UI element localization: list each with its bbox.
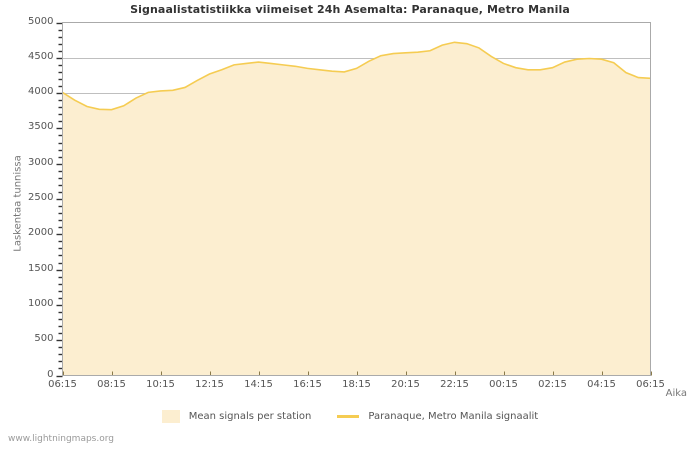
- series-group: [62, 41, 651, 376]
- x-tick-label: 12:15: [195, 378, 224, 390]
- y-tick-label: 2500: [28, 192, 54, 203]
- y-tick-label: 3500: [28, 121, 54, 133]
- x-tick-label: 20:15: [391, 378, 420, 390]
- y-tick-label: 5000: [28, 15, 54, 27]
- chart-legend: Mean signals per station Paranaque, Metr…: [0, 410, 700, 423]
- x-tick-label: 22:15: [440, 378, 469, 390]
- footer-url: www.lightningmaps.org: [8, 434, 114, 444]
- y-tick-label: 500: [34, 333, 54, 345]
- x-tick-label: 18:15: [342, 378, 371, 390]
- x-tick-label: 02:15: [538, 378, 567, 390]
- legend-item-station-signals[interactable]: Paranaque, Metro Manila signaalit: [337, 411, 538, 422]
- line-swatch-icon: [337, 415, 360, 418]
- x-tick-label: 04:15: [587, 378, 616, 390]
- x-tick-label: 08:15: [97, 378, 126, 390]
- x-tick-label: 00:15: [489, 378, 518, 390]
- y-tick-label: 4000: [28, 86, 54, 98]
- legend-label-mean-signals: Mean signals per station: [188, 411, 312, 422]
- series-line: [62, 41, 651, 111]
- legend-label-station-signals: Paranaque, Metro Manila signaalit: [368, 411, 539, 422]
- y-tick-label: 0: [47, 368, 54, 380]
- area-swatch-icon: [161, 410, 180, 423]
- x-tick-label: 10:15: [146, 378, 175, 390]
- legend-item-mean-signals[interactable]: Mean signals per station: [161, 410, 312, 423]
- series-area: [62, 42, 651, 376]
- x-axis-label: Aika: [665, 388, 687, 399]
- y-tick-label: 3000: [28, 156, 54, 168]
- y-axis-label: Laskentaa tunnissa: [12, 155, 24, 252]
- plot-frame: [62, 22, 651, 376]
- y-tick-label: 1000: [28, 297, 54, 309]
- y-tick-label: 2000: [28, 227, 54, 239]
- y-tick-label: 4500: [28, 50, 54, 62]
- x-tick-label: 06:15: [636, 378, 665, 390]
- y-tick-label: 1500: [28, 262, 54, 274]
- chart-title: Signaalistatistiikka viimeiset 24h Asema…: [130, 3, 570, 16]
- x-tick-label: 16:15: [293, 378, 322, 390]
- x-tick-label: 06:15: [48, 378, 77, 390]
- x-tick-label: 14:15: [244, 378, 273, 390]
- axis-ticks: [56, 22, 652, 378]
